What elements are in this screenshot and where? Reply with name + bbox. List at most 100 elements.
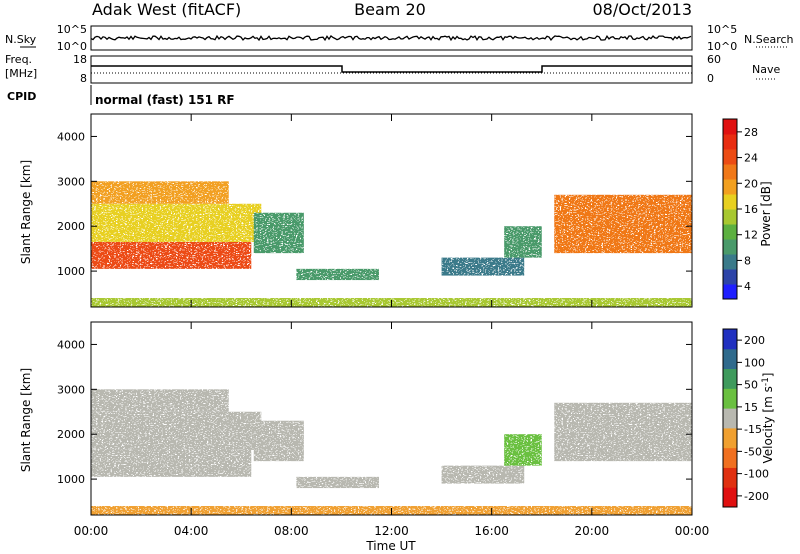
colorbar-band xyxy=(723,427,737,449)
colorbar-tick-label: -200 xyxy=(744,490,769,503)
colorbar-tick-label: 28 xyxy=(744,126,758,139)
colorbar-band xyxy=(723,348,737,370)
data-region xyxy=(441,257,525,276)
data-region xyxy=(253,212,304,254)
colorbar-band xyxy=(723,368,737,389)
velocity-y-ticks: 1000 2000 3000 4000 xyxy=(57,338,692,486)
colorbar-tick-label: -15 xyxy=(744,423,762,436)
station-title: Adak West (fitACF) xyxy=(92,0,241,19)
data-region xyxy=(504,434,542,466)
date-title: 08/Oct/2013 xyxy=(592,0,692,19)
colorbar-band xyxy=(723,269,737,285)
power-y-label: Slant Range [km] xyxy=(19,160,33,264)
colorbar-tick-label: 20 xyxy=(744,177,758,190)
x-tick-label: 04:00 xyxy=(174,524,209,538)
noise-left-tick-top: 10^5 xyxy=(57,23,87,36)
colorbar-band xyxy=(723,224,737,240)
data-region xyxy=(91,181,229,204)
power-colorbar: 28 24 20 16 12 8 4 Power [dB] xyxy=(722,118,773,300)
colorbar-tick-label: 24 xyxy=(744,152,758,165)
x-tick-label: 16:00 xyxy=(474,524,509,538)
x-tick-label: 20:00 xyxy=(575,524,610,538)
colorbar-tick-label: 4 xyxy=(744,280,751,293)
power-colorbar-ticks: 28 24 20 16 12 8 4 xyxy=(737,126,758,293)
colorbar-tick-label: 50 xyxy=(744,379,758,392)
velocity-colorbar-label: Velocity [m s-1] xyxy=(761,373,775,464)
freq-right-tick-top: 60 xyxy=(707,53,721,66)
freq-left-label-1: Freq. xyxy=(5,53,32,66)
freq-trace xyxy=(91,65,692,73)
y-tick-label: 3000 xyxy=(57,175,85,188)
cpid-label: CPID xyxy=(7,90,36,103)
freq-panel: Freq. [MHz] 18 8 60 0 Nave xyxy=(5,53,780,85)
data-region xyxy=(554,402,692,462)
colorbar-tick-label: 100 xyxy=(744,356,765,369)
colorbar-band xyxy=(723,179,737,195)
x-tick-label: 00:00 xyxy=(675,524,710,538)
colorbar-band xyxy=(723,149,737,165)
x-axis-ticks: 00:00 04:00 08:00 12:00 16:00 20:00 00:00 xyxy=(74,114,710,538)
colorbar-band xyxy=(723,239,737,255)
freq-right-tick-bottom: 0 xyxy=(707,72,714,85)
colorbar-band xyxy=(723,329,737,350)
data-region xyxy=(91,203,262,242)
colorbar-band xyxy=(723,467,737,488)
velocity-colorbar: 200 100 50 15 -15 -50 -100 -200 Velocity [m s-1… xyxy=(722,328,775,508)
cpid-text: normal (fast) 151 RF xyxy=(95,93,235,107)
noise-right-label: N.Search xyxy=(744,33,794,46)
data-region xyxy=(91,411,262,450)
freq-left-tick-top: 18 xyxy=(73,53,87,66)
y-tick-label: 4000 xyxy=(57,338,85,351)
colorbar-band xyxy=(723,209,737,225)
data-region xyxy=(554,194,692,254)
velocity-colorbar-bands xyxy=(723,329,737,508)
y-tick-label: 2000 xyxy=(57,220,85,233)
data-region xyxy=(91,389,229,412)
power-data xyxy=(91,181,692,307)
x-tick-label: 12:00 xyxy=(374,524,409,538)
colorbar-tick-label: 8 xyxy=(744,254,751,267)
noise-right-tick-top: 10^5 xyxy=(707,23,737,36)
beam-title: Beam 20 xyxy=(354,0,426,19)
data-region xyxy=(296,268,379,281)
freq-left-label-2: [MHz] xyxy=(5,67,37,80)
data-region xyxy=(296,476,379,489)
colorbar-tick-label: -100 xyxy=(744,468,769,481)
freq-left-tick-bottom: 8 xyxy=(80,72,87,85)
colorbar-band xyxy=(723,487,737,508)
nave-label: Nave xyxy=(752,63,780,76)
colorbar-band xyxy=(723,284,737,300)
data-region xyxy=(253,420,304,462)
noise-panel: N.Sky 10^5 10^0 10^5 10^0 N.Search xyxy=(5,23,794,53)
colorbar-band xyxy=(723,254,737,270)
x-axis-label: Time UT xyxy=(365,539,416,553)
velocity-data xyxy=(91,389,692,515)
data-region xyxy=(504,226,542,258)
x-tick-label: 00:00 xyxy=(74,524,109,538)
colorbar-band xyxy=(723,134,737,150)
x-tick-label: 08:00 xyxy=(274,524,309,538)
colorbar-tick-label: 200 xyxy=(744,334,765,347)
power-panel: 1000 2000 3000 4000 Slant Range [km] xyxy=(19,113,693,308)
colorbar-band xyxy=(723,194,737,210)
y-tick-label: 2000 xyxy=(57,428,85,441)
y-tick-label: 3000 xyxy=(57,383,85,396)
colorbar-band xyxy=(723,408,737,429)
power-y-ticks: 1000 2000 3000 4000 xyxy=(57,130,692,278)
velocity-colorbar-ticks: 200 100 50 15 -15 -50 -100 -200 xyxy=(737,334,769,503)
data-region xyxy=(91,449,252,477)
y-tick-label: 1000 xyxy=(57,473,85,486)
noise-left-tick-bottom: 10^0 xyxy=(57,40,87,53)
colorbar-band xyxy=(723,447,737,468)
colorbar-tick-label: 15 xyxy=(744,401,758,414)
y-tick-label: 4000 xyxy=(57,130,85,143)
colorbar-tick-label: -50 xyxy=(744,445,762,458)
colorbar-tick-label: 16 xyxy=(744,203,758,216)
power-colorbar-bands xyxy=(723,119,737,300)
data-region xyxy=(91,241,252,269)
power-colorbar-label: Power [dB] xyxy=(759,181,773,246)
noise-sky-trace xyxy=(90,34,692,42)
colorbar-band xyxy=(723,388,737,409)
colorbar-band xyxy=(723,119,737,135)
